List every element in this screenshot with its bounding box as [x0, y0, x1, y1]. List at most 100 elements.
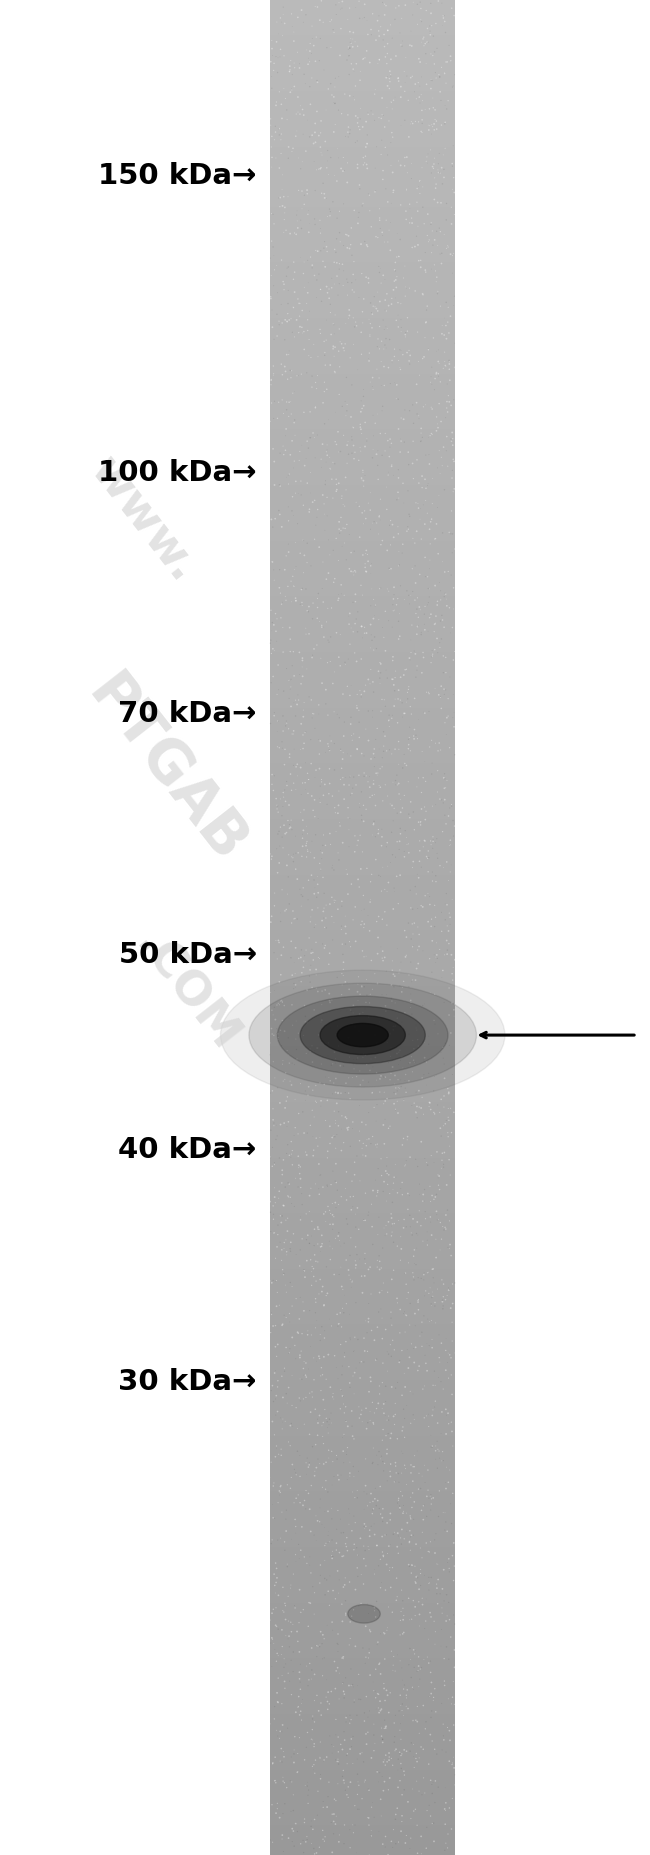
Point: [363, 1196, 374, 1226]
Point: [434, 627, 445, 657]
Point: [431, 1180, 441, 1209]
Point: [348, 1595, 359, 1625]
Point: [268, 434, 278, 464]
Point: [380, 1087, 391, 1117]
Point: [311, 961, 321, 991]
Point: [344, 681, 355, 710]
Point: [372, 761, 382, 790]
Point: [335, 1232, 346, 1261]
Bar: [270, 838, 455, 844]
Point: [313, 1631, 323, 1660]
Point: [416, 525, 426, 555]
Point: [389, 595, 400, 625]
Point: [348, 412, 358, 441]
Point: [393, 414, 404, 443]
Point: [311, 156, 322, 186]
Point: [429, 616, 439, 646]
Point: [288, 838, 298, 868]
Point: [391, 284, 401, 313]
Point: [417, 85, 428, 115]
Bar: [270, 857, 455, 863]
Point: [408, 1465, 418, 1495]
Point: [409, 1265, 419, 1295]
Point: [364, 338, 374, 367]
Point: [361, 423, 372, 453]
Bar: [270, 716, 455, 723]
Point: [363, 1002, 374, 1031]
Point: [421, 1070, 432, 1100]
Point: [419, 1028, 430, 1057]
Point: [388, 1228, 398, 1258]
Point: [395, 1035, 405, 1065]
Point: [343, 35, 354, 65]
Point: [307, 1751, 318, 1781]
Point: [446, 1343, 456, 1373]
Point: [270, 505, 280, 534]
Point: [366, 1280, 376, 1310]
Point: [327, 985, 337, 1015]
Point: [326, 1542, 337, 1571]
Point: [448, 239, 459, 269]
Point: [285, 1666, 295, 1695]
Point: [286, 1139, 296, 1169]
Point: [269, 1419, 280, 1449]
Point: [379, 623, 389, 653]
Point: [382, 1278, 393, 1308]
Point: [296, 360, 307, 390]
Bar: [270, 642, 455, 649]
Point: [335, 13, 346, 43]
Point: [351, 1044, 361, 1074]
Point: [346, 241, 357, 271]
Point: [359, 1261, 370, 1291]
Point: [413, 1564, 423, 1593]
Point: [412, 1692, 423, 1721]
Point: [330, 1133, 341, 1163]
Point: [437, 1734, 447, 1764]
Point: [328, 1156, 338, 1185]
Point: [393, 477, 403, 506]
Point: [441, 1215, 451, 1245]
Point: [424, 1089, 435, 1119]
Point: [419, 989, 430, 1018]
Point: [305, 1551, 315, 1580]
Point: [447, 464, 457, 493]
Point: [443, 801, 454, 831]
Point: [322, 135, 333, 165]
Point: [428, 1263, 439, 1293]
Point: [430, 1061, 440, 1091]
Point: [356, 414, 366, 443]
Point: [286, 1462, 296, 1491]
Point: [419, 1265, 429, 1295]
Bar: [270, 1273, 455, 1280]
Point: [382, 473, 392, 503]
Point: [441, 659, 451, 688]
Point: [391, 861, 402, 890]
Point: [354, 1391, 364, 1421]
Point: [373, 519, 384, 549]
Point: [402, 1508, 413, 1538]
Bar: [270, 870, 455, 876]
Point: [343, 1783, 354, 1812]
Point: [440, 1773, 450, 1803]
Point: [387, 1187, 398, 1217]
Point: [354, 1215, 364, 1245]
Point: [266, 907, 276, 937]
Point: [293, 1018, 304, 1048]
Point: [292, 206, 302, 236]
Point: [444, 30, 454, 59]
Point: [330, 1106, 341, 1135]
Point: [318, 896, 328, 926]
Point: [299, 59, 309, 89]
Point: [429, 1005, 439, 1035]
Point: [278, 1736, 289, 1766]
Point: [424, 514, 435, 544]
Point: [359, 1206, 369, 1235]
Point: [397, 1380, 408, 1410]
Point: [404, 347, 414, 377]
Point: [322, 501, 332, 531]
Point: [413, 493, 424, 523]
Point: [276, 590, 287, 620]
Point: [333, 1221, 343, 1250]
Point: [380, 597, 391, 627]
Point: [356, 397, 366, 427]
